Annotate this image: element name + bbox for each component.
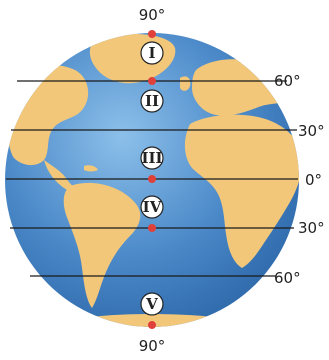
south-america — [63, 182, 141, 308]
label-30s: 30° — [298, 219, 325, 237]
marker-30s — [148, 224, 156, 232]
zone-badge-v: V — [140, 292, 164, 316]
label-60s: 60° — [274, 269, 301, 287]
zone-label-i: I — [148, 44, 155, 62]
zone-badges: I II III IV V — [140, 41, 164, 316]
british-isles — [180, 76, 191, 91]
zone-label-iv: IV — [143, 198, 162, 216]
caribbean-islands — [84, 165, 98, 172]
label-60n: 60° — [274, 72, 301, 90]
zone-label-iii: III — [141, 149, 162, 167]
label-30n: 30° — [298, 122, 325, 140]
zone-badge-ii: II — [140, 89, 164, 113]
africa — [185, 114, 299, 268]
marker-equator — [148, 175, 156, 183]
continents — [5, 33, 299, 327]
label-equator: 0° — [305, 171, 322, 189]
zone-badge-iv: IV — [140, 195, 164, 219]
zone-label-ii: II — [145, 92, 159, 110]
label-north-pole: 90° — [139, 6, 166, 24]
marker-south-pole — [148, 321, 156, 329]
zone-label-v: V — [145, 295, 158, 313]
central-america — [44, 160, 80, 193]
zone-badge-iii: III — [140, 146, 164, 170]
meridian-markers — [148, 30, 156, 329]
marker-north-pole — [148, 30, 156, 38]
zone-badge-i: I — [140, 41, 164, 65]
marker-60n — [148, 77, 156, 85]
label-south-pole: 90° — [139, 337, 166, 355]
